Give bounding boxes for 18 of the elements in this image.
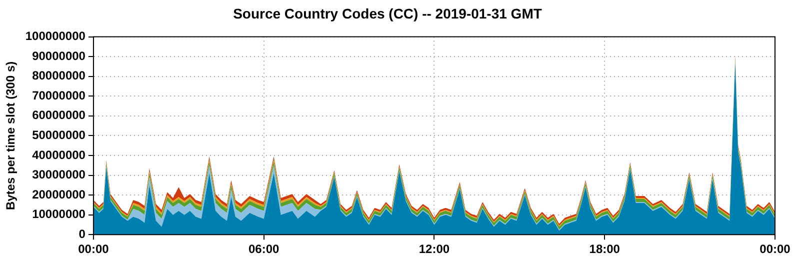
x-tick-label: 00:00	[78, 242, 110, 256]
chart-title: Source Country Codes (CC) -- 2019-01-31 GMT	[233, 5, 542, 22]
y-tick-label: 40000000	[32, 148, 86, 162]
y-tick-label: 70000000	[32, 88, 86, 102]
y-tick-label: 30000000	[32, 168, 86, 182]
x-tick-label: 06:00	[248, 242, 280, 256]
y-tick-label: 50000000	[32, 128, 86, 142]
y-tick-label: 10000000	[32, 207, 86, 222]
x-tick-label: 00:00	[760, 242, 791, 256]
y-tick-label: 0	[78, 226, 86, 241]
y-axis-title: Bytes per time slot (300 s)	[4, 61, 18, 210]
x-tick-label: 12:00	[418, 242, 450, 256]
y-tick-label: 60000000	[32, 108, 86, 122]
y-tick-label: 90000000	[32, 48, 86, 63]
y-tick-label: 80000000	[32, 68, 86, 83]
x-tick-label: 18:00	[589, 242, 620, 256]
y-tick-label: 100000000	[25, 29, 86, 44]
y-tick-label: 20000000	[32, 187, 86, 202]
